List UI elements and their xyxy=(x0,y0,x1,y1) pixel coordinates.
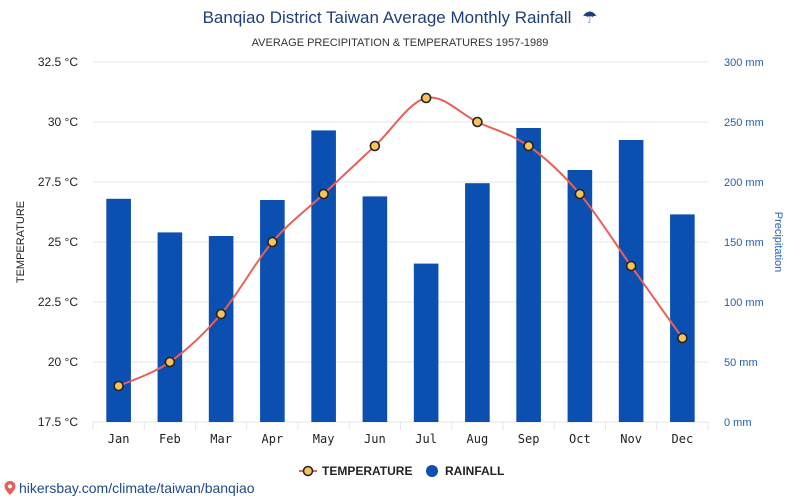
rainfall-bars xyxy=(106,128,695,422)
x-tick-label: Sep xyxy=(518,432,540,446)
right-tick-label: 0 mm xyxy=(724,417,752,429)
rainfall-bar xyxy=(362,196,388,422)
left-tick-label: 32.5 °C xyxy=(38,55,78,69)
left-tick-label: 25 °C xyxy=(48,235,78,249)
left-tick-label: 17.5 °C xyxy=(38,415,78,429)
x-axis-ticks: Jan Feb Mar Apr May Jun Jul Aug Sep Oct Nov Dec xyxy=(108,432,693,446)
x-tick-label: Apr xyxy=(262,432,284,446)
temperature-point xyxy=(625,260,637,272)
legend-rainfall-marker xyxy=(426,465,438,477)
location-pin-icon xyxy=(4,481,16,495)
chart-title: Banqiao District Taiwan Average Monthly … xyxy=(203,8,598,27)
legend-rainfall-label: RAINFALL xyxy=(445,464,504,478)
x-tick-label: Aug xyxy=(467,432,489,446)
temperature-point xyxy=(472,116,483,128)
x-tick-label: Feb xyxy=(159,432,181,446)
temperature-point xyxy=(113,380,124,392)
rainfall-bar xyxy=(465,183,490,422)
temperature-point xyxy=(164,356,176,368)
temperature-point xyxy=(677,332,688,344)
left-tick-label: 27.5 °C xyxy=(38,175,78,189)
rainfall-bar xyxy=(311,130,336,422)
left-tick-label: 22.5 °C xyxy=(38,295,78,309)
temperature-point xyxy=(523,140,534,152)
temperature-point xyxy=(420,92,432,104)
rainfall-bar xyxy=(567,170,593,422)
x-tick-label: Oct xyxy=(569,432,591,446)
left-axis-label: TEMPERATURE xyxy=(15,201,27,283)
chart-title-text: Banqiao District Taiwan Average Monthly … xyxy=(203,8,572,27)
right-tick-label: 300 mm xyxy=(724,57,764,69)
x-tick-label: Jun xyxy=(364,432,386,446)
right-axis-ticks: 0 mm 50 mm 100 mm 150 mm 200 mm 250 mm 300 mm xyxy=(724,57,764,429)
rainfall-bar xyxy=(413,263,439,422)
source-link[interactable]: hikersbay.com/climate/taiwan/banqiao xyxy=(4,480,255,496)
right-tick-label: 250 mm xyxy=(724,117,764,129)
left-tick-label: 20 °C xyxy=(48,355,78,369)
x-tick-label: May xyxy=(313,432,335,446)
legend: TEMPERATURE RAINFALL xyxy=(299,464,504,478)
right-tick-label: 150 mm xyxy=(724,237,764,249)
legend-temperature-marker xyxy=(302,465,314,477)
temperature-point xyxy=(215,308,227,320)
x-tick-label: Dec xyxy=(672,432,694,446)
x-tick-label: Mar xyxy=(210,432,232,446)
right-axis-label: Precipitation xyxy=(772,212,784,273)
temperature-point xyxy=(267,236,278,248)
source-text: hikersbay.com/climate/taiwan/banqiao xyxy=(19,480,255,496)
rainfall-bar xyxy=(516,128,541,422)
chart-subtitle: AVERAGE PRECIPITATION & TEMPERATURES 195… xyxy=(252,37,549,49)
x-tick-label: Jan xyxy=(108,432,130,446)
legend-item-temperature[interactable]: TEMPERATURE xyxy=(299,464,412,478)
umbrella-icon: ☂ xyxy=(582,8,597,27)
x-tick-label: Nov xyxy=(620,432,642,446)
rainfall-bar xyxy=(208,236,234,422)
left-tick-label: 30 °C xyxy=(48,115,78,129)
x-tick-label: Jul xyxy=(415,432,437,446)
rainfall-bar xyxy=(618,140,644,422)
temperature-point xyxy=(318,188,329,200)
temperature-series xyxy=(113,92,688,392)
legend-item-rainfall[interactable]: RAINFALL xyxy=(426,464,504,478)
legend-temperature-label: TEMPERATURE xyxy=(322,464,412,478)
rainfall-bar xyxy=(157,232,183,422)
right-tick-label: 200 mm xyxy=(724,177,764,189)
right-tick-label: 100 mm xyxy=(724,297,764,309)
right-tick-label: 50 mm xyxy=(724,357,758,369)
temperature-point xyxy=(369,140,381,152)
left-axis-ticks: 17.5 °C 20 °C 22.5 °C 25 °C 27.5 °C 30 °C 32.5… xyxy=(38,55,78,429)
temperature-point xyxy=(574,188,586,200)
rainfall-bar xyxy=(670,214,695,422)
grid-lines xyxy=(92,61,709,430)
